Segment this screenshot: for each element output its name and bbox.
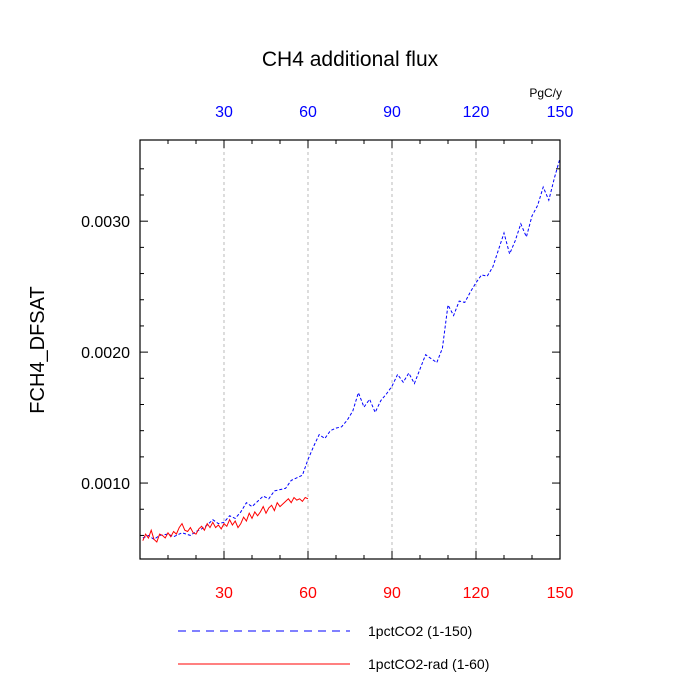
x-tick-label-bottom: 30 — [215, 585, 233, 602]
x-tick-label-bottom: 60 — [299, 585, 317, 602]
legend: 1pctCO2 (1-150) 1pctCO2-rad (1-60) — [178, 623, 489, 672]
legend-label-1pctco2-rad: 1pctCO2-rad (1-60) — [368, 656, 489, 672]
x-tick-label-bottom: 120 — [463, 585, 490, 602]
y-ticks: 0.0010 0.0020 0.0030 — [81, 168, 560, 536]
x-tick-label-bottom: 90 — [383, 585, 401, 602]
y-tick-label: 0.0020 — [81, 345, 130, 362]
y-axis-label: FCH4_DFSAT — [27, 286, 49, 413]
series-layer — [142, 158, 561, 543]
chart-title: CH4 additional flux — [262, 48, 439, 71]
x-ticks: 30 30 60 60 90 90 120 120 150 150 — [167, 104, 574, 602]
x-tick-label-top: 60 — [299, 104, 317, 121]
legend-label-1pctco2: 1pctCO2 (1-150) — [368, 623, 472, 639]
x-tick-label-top: 150 — [547, 104, 574, 121]
plot-frame — [139, 139, 561, 560]
series-line-1pctco2 — [142, 158, 561, 541]
series-line-1pctco2-rad — [142, 496, 309, 543]
y-tick-label: 0.0010 — [81, 476, 130, 493]
grid-lines — [223, 140, 477, 559]
x-tick-label-top: 120 — [463, 104, 490, 121]
x-tick-label-top: 30 — [215, 104, 233, 121]
y-tick-label: 0.0030 — [81, 214, 130, 231]
top-axis-unit: PgC/y — [529, 86, 562, 100]
x-tick-label-top: 90 — [383, 104, 401, 121]
x-tick-label-bottom: 150 — [547, 585, 574, 602]
